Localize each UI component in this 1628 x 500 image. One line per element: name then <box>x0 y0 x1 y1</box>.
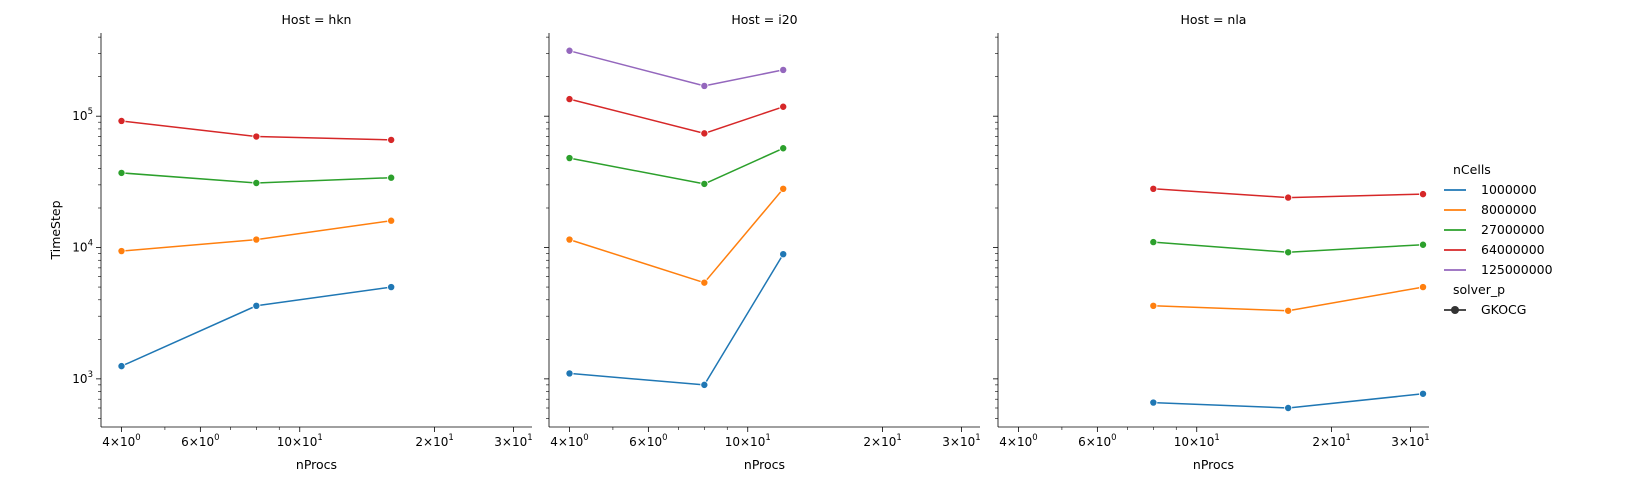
legend-label: GKOCG <box>1481 302 1526 317</box>
series-27000000 <box>565 144 788 188</box>
data-point <box>779 144 788 153</box>
x-tick-label: 6×100 <box>181 433 219 449</box>
legend-label: 64000000 <box>1481 242 1545 257</box>
data-point <box>1419 283 1428 292</box>
series-line <box>569 98 784 135</box>
data-point <box>1284 306 1293 315</box>
series-1000000 <box>117 283 396 371</box>
data-point <box>565 95 574 104</box>
series-1000000 <box>1149 389 1428 412</box>
x-tick-label: 4×100 <box>999 433 1037 449</box>
data-point <box>700 81 709 90</box>
x-tick-label: 2×101 <box>863 433 901 449</box>
data-point <box>117 247 126 256</box>
x-tick-label: 4×100 <box>550 433 588 449</box>
data-point <box>565 235 574 244</box>
data-point <box>117 116 126 125</box>
y-tick-label: 104 <box>72 239 93 255</box>
data-point <box>1149 301 1158 310</box>
legend-title: solver_p <box>1453 282 1505 297</box>
series-64000000 <box>565 95 788 138</box>
x-tick-label: 3×101 <box>942 433 980 449</box>
x-tick-label: 2×101 <box>415 433 453 449</box>
legend-marker <box>1451 306 1459 314</box>
x-tick-label: 4×100 <box>102 433 140 449</box>
series-27000000 <box>1149 238 1428 257</box>
data-point <box>565 154 574 163</box>
series-line <box>569 50 784 87</box>
panel-title: Host = nla <box>1181 12 1247 27</box>
series-1000000 <box>565 250 788 389</box>
data-point <box>1284 193 1293 202</box>
data-point <box>1419 389 1428 398</box>
legend-title: nCells <box>1453 162 1491 177</box>
chart-panels: Host = hkn 103 104 105 4×100 6×100 10×101 2×101… <box>48 12 1430 472</box>
panel-1: Host = i20 4×100 6×100 10×101 2×101 3×101 nPro… <box>544 12 981 472</box>
data-point <box>779 102 788 111</box>
y-axis-label: TimeStep <box>48 200 63 260</box>
series-line <box>569 188 784 284</box>
legend-label: 1000000 <box>1481 182 1537 197</box>
data-point <box>387 135 396 144</box>
x-tick-label: 6×100 <box>629 433 667 449</box>
x-tick-label: 3×101 <box>494 433 532 449</box>
x-tick-label: 6×100 <box>1078 433 1116 449</box>
data-point <box>252 235 261 244</box>
data-point <box>1284 403 1293 412</box>
data-point <box>252 178 261 187</box>
series-27000000 <box>117 168 396 187</box>
series-line <box>569 147 784 185</box>
legend-label: 27000000 <box>1481 222 1545 237</box>
data-point <box>252 301 261 310</box>
data-point <box>700 179 709 188</box>
x-axis-label: nProcs <box>1193 457 1234 472</box>
data-point <box>1149 184 1158 193</box>
panel-2: Host = nla 4×100 6×100 10×101 2×101 3×101 nPro… <box>993 12 1430 472</box>
x-tick-label: 10×101 <box>1174 433 1220 449</box>
legend-label: 8000000 <box>1481 202 1537 217</box>
data-point <box>387 216 396 225</box>
data-point <box>779 250 788 259</box>
series-8000000 <box>117 216 396 256</box>
data-point <box>1284 248 1293 257</box>
series-64000000 <box>117 116 396 144</box>
data-point <box>565 369 574 378</box>
data-point <box>387 173 396 182</box>
series-8000000 <box>1149 283 1428 315</box>
y-tick-label: 105 <box>72 107 93 123</box>
data-point <box>700 380 709 389</box>
data-point <box>779 65 788 74</box>
data-point <box>565 46 574 55</box>
series-125000000 <box>565 46 788 90</box>
panel-title: Host = i20 <box>731 12 797 27</box>
data-point <box>1419 240 1428 249</box>
data-point <box>1149 398 1158 407</box>
series-line <box>121 286 392 367</box>
data-point <box>700 278 709 287</box>
x-tick-label: 3×101 <box>1391 433 1429 449</box>
panel-0: Host = hkn 103 104 105 4×100 6×100 10×101 2×101… <box>48 12 533 472</box>
data-point <box>252 132 261 141</box>
x-tick-label: 2×101 <box>1312 433 1350 449</box>
data-point <box>387 283 396 292</box>
data-point <box>117 168 126 177</box>
x-tick-label: 10×101 <box>725 433 771 449</box>
series-8000000 <box>565 184 788 287</box>
data-point <box>1419 190 1428 199</box>
data-point <box>1149 238 1158 247</box>
x-axis-label: nProcs <box>744 457 785 472</box>
data-point <box>779 184 788 193</box>
legend: nCells 1000000 8000000 27000000 64000000 1250… <box>1444 162 1553 317</box>
data-point <box>117 362 126 371</box>
data-point <box>700 129 709 138</box>
y-tick-label: 103 <box>72 370 93 386</box>
panel-title: Host = hkn <box>282 12 352 27</box>
x-axis-label: nProcs <box>296 457 337 472</box>
legend-label: 125000000 <box>1481 262 1553 277</box>
series-64000000 <box>1149 184 1428 202</box>
x-tick-label: 10×101 <box>277 433 323 449</box>
